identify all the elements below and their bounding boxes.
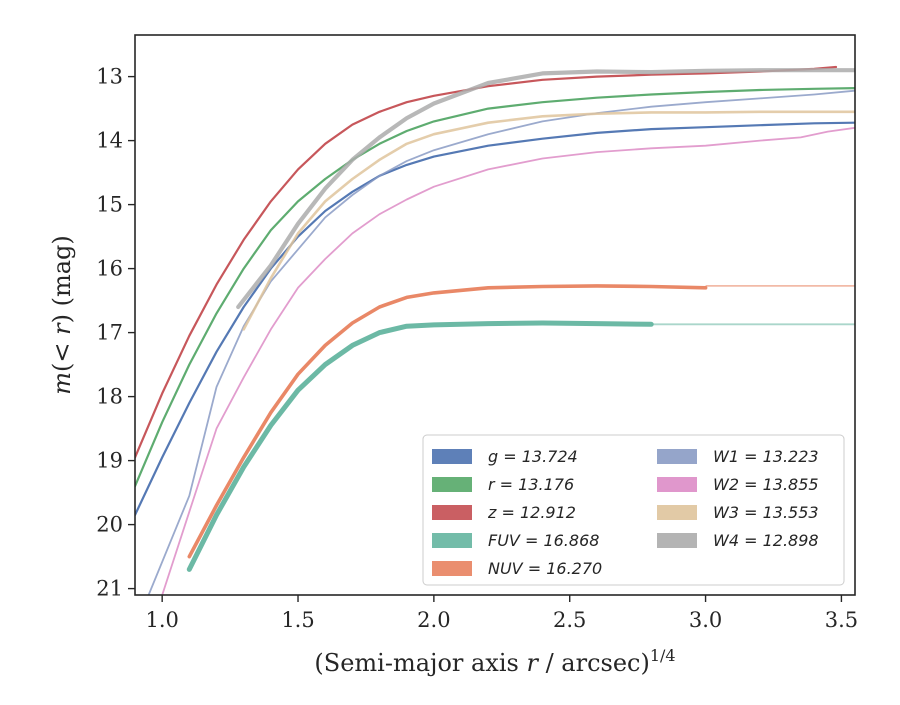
legend-label-w4: W4 = 12.898 bbox=[713, 531, 819, 550]
x-axis-label: (Semi-major axis r / arcsec)1/4 bbox=[314, 646, 675, 677]
series-line-w2 bbox=[161, 126, 855, 595]
ticks-layer: 1.0 1.5 2.0 2.5 3.0 3.5 13 14 15 16 17 18 19 20 21 bbox=[96, 65, 858, 632]
legend-swatch-z bbox=[432, 505, 472, 520]
y-tick-label: 17 bbox=[96, 321, 123, 345]
legend-label-fuv: FUV = 16.868 bbox=[488, 531, 599, 550]
legend-label-r: r = 13.176 bbox=[488, 475, 574, 494]
y-axis-label: m(< r) (mag) bbox=[48, 235, 76, 395]
lines-layer bbox=[135, 65, 855, 595]
legend-swatch-r bbox=[432, 477, 472, 492]
x-tick-label: 3.5 bbox=[825, 608, 858, 632]
legend-label-z: z = 12.912 bbox=[487, 503, 576, 522]
legend-frame bbox=[422, 434, 845, 586]
series-line-w4 bbox=[236, 68, 855, 310]
x-tick-label: 2.0 bbox=[417, 608, 450, 632]
series-line-r bbox=[135, 87, 855, 488]
series-line-z bbox=[135, 65, 838, 459]
y-tick-label: 20 bbox=[96, 513, 123, 537]
y-tick-label: 18 bbox=[96, 385, 123, 409]
series-line-w3 bbox=[242, 110, 855, 331]
plot-frame bbox=[134, 34, 856, 596]
legend-swatch-w2 bbox=[657, 477, 697, 492]
legend-swatch-g bbox=[432, 449, 472, 464]
y-tick-label: 15 bbox=[96, 193, 123, 217]
x-tick-label: 1.0 bbox=[145, 608, 178, 632]
x-tick-label: 1.5 bbox=[281, 608, 314, 632]
legend-label-nuv: NUV = 16.270 bbox=[488, 559, 602, 578]
series-line-w1 bbox=[147, 89, 855, 595]
legend-items: g = 13.724 r = 13.176 z = 12.912 FUV = 16.8… bbox=[432, 447, 819, 578]
x-tick-label: 3.0 bbox=[689, 608, 722, 632]
legend-swatch-nuv bbox=[432, 561, 472, 576]
series-line-nuv bbox=[187, 284, 708, 559]
x-tick-label: 2.5 bbox=[553, 608, 586, 632]
y-tick-label: 14 bbox=[96, 129, 123, 153]
y-tick-label: 16 bbox=[96, 257, 123, 281]
series-line-fuv bbox=[186, 320, 654, 572]
legend: g = 13.724 r = 13.176 z = 12.912 FUV = 16.8… bbox=[422, 434, 845, 586]
legend-label-w1: W1 = 13.223 bbox=[713, 447, 819, 466]
y-tick-label: 19 bbox=[96, 449, 123, 473]
y-tick-label: 13 bbox=[96, 65, 123, 89]
series-line-g bbox=[135, 121, 855, 517]
legend-label-w3: W3 = 13.553 bbox=[713, 503, 819, 522]
legend-swatch-w4 bbox=[657, 533, 697, 548]
legend-label-w2: W2 = 13.855 bbox=[713, 475, 819, 494]
legend-label-g: g = 13.724 bbox=[488, 447, 578, 466]
legend-swatch-fuv bbox=[432, 533, 472, 548]
legend-swatch-w3 bbox=[657, 505, 697, 520]
y-tick-label: 21 bbox=[96, 577, 123, 601]
legend-swatch-w1 bbox=[657, 449, 697, 464]
